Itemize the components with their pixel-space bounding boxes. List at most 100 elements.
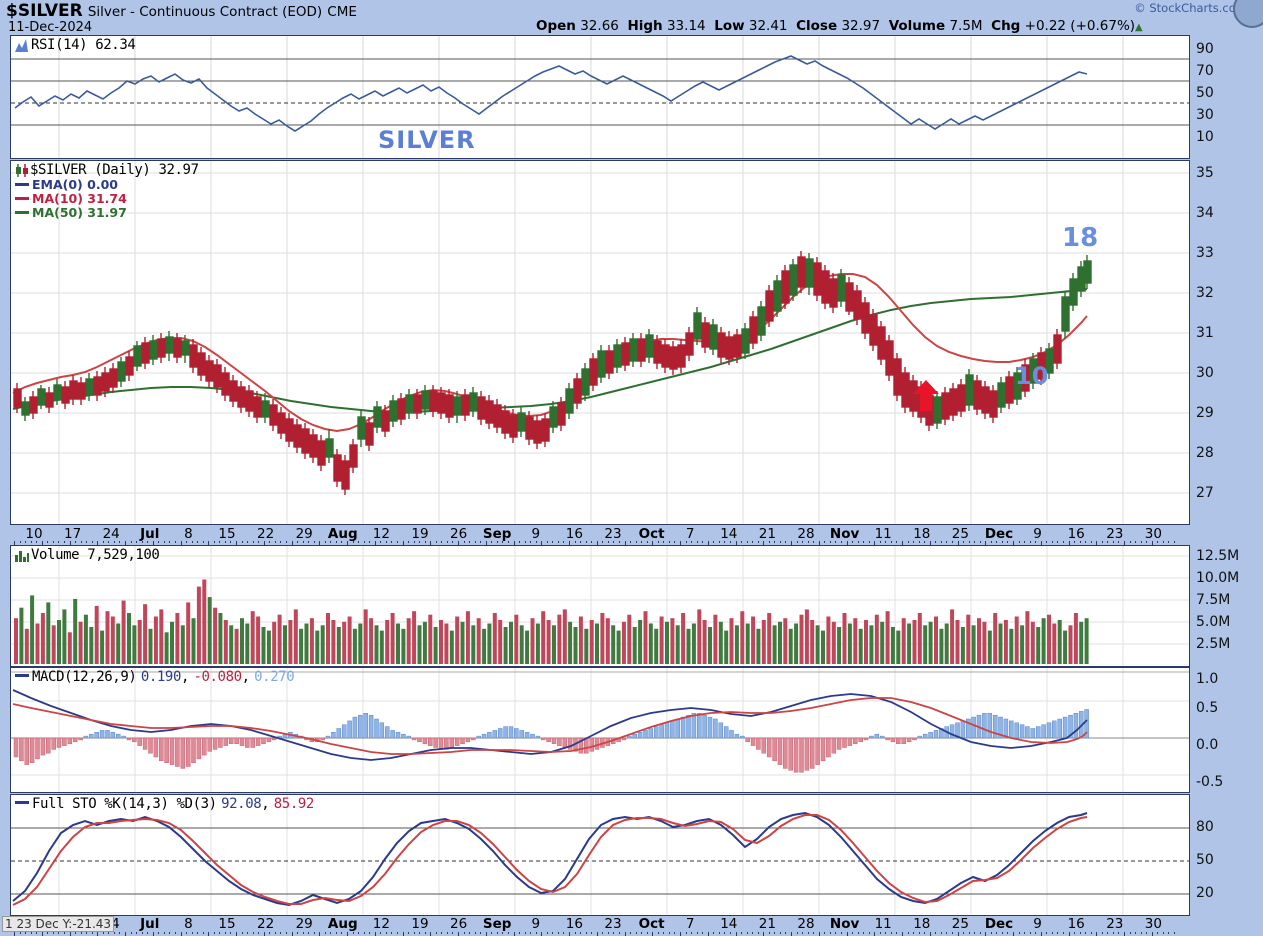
date-tick-7: 29 — [295, 526, 313, 542]
price-legend: $SILVER (Daily) 32.97 EMA(0) 0.00 MA(10)… — [15, 163, 199, 220]
date-tick-9: 12 — [372, 526, 390, 542]
date-tick-20: 28 — [797, 916, 815, 932]
symbol-description: Silver - Continuous Contract (EOD) — [87, 4, 323, 20]
date-tick-29: 30 — [1144, 526, 1162, 542]
date-tick-23: 18 — [913, 526, 931, 542]
date-tick-29: 30 — [1144, 916, 1162, 932]
price-ytick-5: 30 — [1196, 365, 1214, 381]
date-tick-12: Sep — [482, 916, 512, 932]
volume-ytick-1: 10.0M — [1196, 570, 1240, 586]
date-tick-21: Nov — [829, 916, 860, 932]
price-ytick-1: 34 — [1196, 205, 1214, 221]
price-ytick-7: 28 — [1196, 445, 1214, 461]
date-tick-24: 25 — [951, 526, 969, 542]
date-tick-0: 10 — [25, 526, 43, 542]
low-value: 32.41 — [748, 18, 788, 34]
high-value: 33.14 — [666, 18, 706, 34]
price-ytick-6: 29 — [1196, 405, 1214, 421]
open-value: 32.66 — [580, 18, 619, 34]
chart-date: 11-Dec-2024 — [8, 20, 93, 35]
macd-legend-name: MACD(12,26,9) — [32, 669, 137, 685]
date-tick-22: 11 — [874, 916, 892, 932]
date-tick-27: 16 — [1067, 526, 1085, 542]
buy-arrow-icon — [912, 380, 940, 412]
date-tick-19: 21 — [758, 916, 776, 932]
legend-ma10-row: MA(10) 31.74 — [15, 192, 199, 206]
volume-ytick-4: 2.5M — [1196, 636, 1231, 652]
date-tick-3: Jul — [140, 916, 160, 932]
date-tick-13: 9 — [531, 526, 541, 542]
stockcharts-watermark: © StockCharts.com — [1134, 1, 1247, 15]
stoch-legend-name: Full STO %K(14,3) %D(3) — [32, 796, 217, 812]
date-tick-19: 21 — [758, 526, 776, 542]
date-tick-13: 9 — [531, 916, 541, 932]
date-axis-top: 10 17 24 Jul 8 15 22 29 Aug 12 19 26 Sep 9 16 23 Oct 7 14 2… — [10, 524, 1190, 546]
date-tick-6: 22 — [257, 526, 275, 542]
date-tick-4: 8 — [184, 526, 193, 542]
price-ytick-2: 33 — [1196, 245, 1214, 261]
date-tick-22: 11 — [874, 526, 892, 542]
stoch-value-d: 85.92 — [273, 796, 315, 812]
date-tick-27: 16 — [1067, 916, 1085, 932]
price-ytick-4: 31 — [1196, 325, 1214, 341]
annotation-label-10: 10 — [1015, 362, 1049, 390]
price-plot — [11, 161, 1189, 524]
date-axis-bottom: 101724Jul8152229Aug121926Sep91623Oct7142… — [10, 915, 1190, 936]
date-tick-11: 26 — [450, 916, 468, 932]
macd-panel[interactable]: MACD(12,26,9) 0.190, -0.080, 0.270 — [10, 667, 1190, 793]
rsi-ytick-3: 30 — [1196, 107, 1214, 123]
macd-ytick-1: 0.5 — [1196, 700, 1219, 716]
date-tick-10: 19 — [411, 916, 429, 932]
legend-ma50-row: MA(50) 31.97 — [15, 206, 199, 220]
legend-ma10-label: MA(10) 31.74 — [32, 191, 127, 206]
volume-value: 7.5M — [949, 18, 983, 34]
volume-bars-icon — [15, 549, 29, 562]
macd-ytick-0: 1.0 — [1196, 671, 1219, 687]
low-label: Low — [714, 18, 745, 34]
macd-value-2: -0.080 — [193, 669, 242, 685]
price-panel[interactable]: $SILVER (Daily) 32.97 EMA(0) 0.00 MA(10)… — [10, 160, 1190, 525]
symbol-label: $SILVER — [6, 1, 83, 21]
macd-ytick-3: -0.5 — [1196, 774, 1224, 790]
volume-ytick-3: 5.0M — [1196, 614, 1231, 630]
stochastic-panel[interactable]: Full STO %K(14,3) %D(3) 92.08, 85.92 — [10, 794, 1190, 916]
date-tick-8: Aug — [327, 526, 358, 542]
rsi-ytick-0: 90 — [1196, 41, 1214, 57]
candlestick-icon — [15, 163, 28, 177]
date-tick-14: 16 — [565, 526, 583, 542]
chart-header: $SILVER Silver - Continuous Contract (EO… — [6, 1, 357, 21]
date-tick-5: 15 — [218, 526, 236, 542]
rsi-plot — [11, 36, 1189, 158]
date-tick-12: Sep — [482, 526, 512, 542]
volume-legend: Volume 7,529,100 — [15, 548, 160, 563]
macd-plot — [11, 668, 1189, 792]
annotation-label-18: 18 — [1062, 223, 1099, 253]
date-tick-8: Aug — [327, 916, 358, 932]
exchange-label: CME — [327, 4, 357, 20]
volume-panel[interactable]: Volume 7,529,100 — [10, 545, 1190, 667]
ema-swatch-icon — [15, 182, 29, 186]
site-logo-icon — [1233, 0, 1263, 28]
cursor-tooltip: 1 23 Dec Y:-21.43 — [2, 916, 115, 932]
date-tick-10: 19 — [411, 526, 429, 542]
legend-ma50-label: MA(50) 31.97 — [32, 205, 127, 220]
rsi-panel[interactable]: RSI(14) 62.34 — [10, 35, 1190, 159]
date-tick-9: 12 — [372, 916, 390, 932]
date-tick-23: 18 — [913, 916, 931, 932]
macd-swatch-icon — [15, 674, 29, 677]
chg-value: +0.22 (+0.67%) — [1024, 18, 1136, 34]
date-tick-25: Dec — [984, 526, 1014, 542]
date-tick-15: 23 — [604, 526, 622, 542]
date-tick-1: 17 — [64, 526, 82, 542]
date-tick-17: 7 — [685, 526, 695, 542]
date-tick-18: 14 — [720, 526, 738, 542]
volume-ytick-2: 7.5M — [1196, 592, 1231, 608]
date-tick-14: 16 — [565, 916, 583, 932]
date-tick-16: Oct — [638, 916, 665, 932]
date-tick-marks — [10, 932, 1190, 936]
open-label: Open — [536, 18, 576, 34]
date-tick-6: 22 — [257, 916, 275, 932]
stoch-value-k: 92.08 — [221, 796, 262, 812]
rsi-ytick-2: 50 — [1196, 85, 1214, 101]
date-tick-16: Oct — [638, 526, 665, 542]
